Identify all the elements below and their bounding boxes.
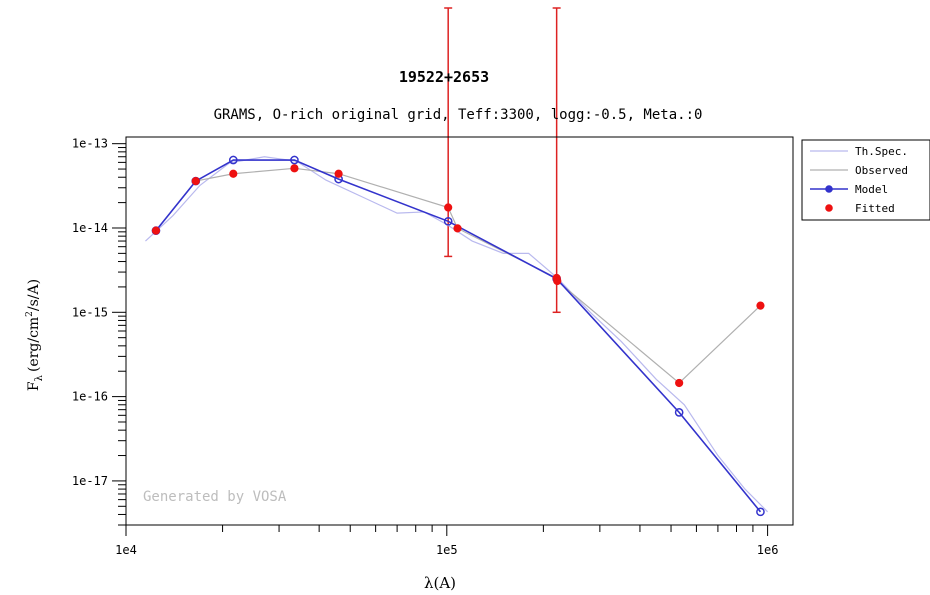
model-point bbox=[443, 216, 453, 226]
series bbox=[145, 155, 769, 517]
fitted-point bbox=[553, 276, 562, 286]
fitted-point bbox=[151, 226, 161, 235]
y-label-units2: /s/A) bbox=[26, 279, 42, 311]
x-tick-label: 1e4 bbox=[115, 543, 137, 557]
observed-line bbox=[155, 167, 761, 384]
y-label-sup: 2 bbox=[25, 311, 35, 317]
svg-text:Fλ(erg/cm2/s/A): Fλ (erg/cm2/s/A) bbox=[25, 279, 45, 391]
plot-frame bbox=[125, 136, 794, 526]
chart-title: 19522+2653 bbox=[399, 68, 489, 86]
x-tick-label: 1e5 bbox=[436, 543, 458, 557]
y-tick-label: 1e-13 bbox=[72, 137, 108, 151]
y-tick-label: 1e-15 bbox=[72, 305, 108, 319]
th-spec-line bbox=[145, 156, 769, 513]
watermark: Generated by VOSA bbox=[143, 489, 287, 505]
legend-label: Model bbox=[855, 183, 888, 196]
y-tick-label: 1e-16 bbox=[72, 390, 108, 404]
model-point bbox=[290, 155, 299, 165]
y-label-main: F bbox=[26, 381, 42, 391]
axes: 1e4 1e5 1e6 1e-17 1e-16 1e-15 1e-14 1e-13 bbox=[72, 137, 779, 557]
legend-label: Observed bbox=[855, 164, 908, 177]
model-point bbox=[674, 408, 684, 417]
fitted-point bbox=[334, 169, 343, 178]
legend-swatch-point bbox=[825, 204, 833, 212]
legend-swatch-point bbox=[825, 185, 833, 193]
fitted-point bbox=[675, 378, 684, 388]
y-tick-label: 1e-17 bbox=[72, 474, 108, 488]
fitted-point bbox=[191, 176, 200, 186]
fitted-point bbox=[444, 203, 453, 212]
y-tick-label: 1e-14 bbox=[72, 221, 108, 235]
x-tick-label: 1e6 bbox=[757, 543, 779, 557]
fitted-point bbox=[290, 164, 299, 173]
legend-label: Th.Spec. bbox=[855, 145, 908, 158]
legend-label: Fitted bbox=[855, 202, 895, 215]
error-bars bbox=[444, 7, 561, 314]
fitted-point bbox=[229, 169, 238, 178]
chart-subtitle: GRAMS, O-rich original grid, Teff:3300, … bbox=[214, 107, 703, 123]
y-label-units: (erg/cm bbox=[26, 317, 42, 372]
model-line bbox=[155, 159, 762, 513]
x-axis-label: λ(A) bbox=[424, 574, 456, 592]
legend-box bbox=[801, 139, 930, 221]
fitted-point bbox=[453, 224, 462, 233]
model-point bbox=[228, 155, 238, 165]
y-axis-label: Fλ (erg/cm2/s/A) bbox=[25, 279, 45, 391]
model-point bbox=[756, 507, 765, 517]
fitted-point bbox=[756, 301, 765, 310]
legend: Th.Spec. Observed Model Fitted bbox=[801, 139, 930, 221]
y-label-sub: λ bbox=[34, 374, 45, 381]
